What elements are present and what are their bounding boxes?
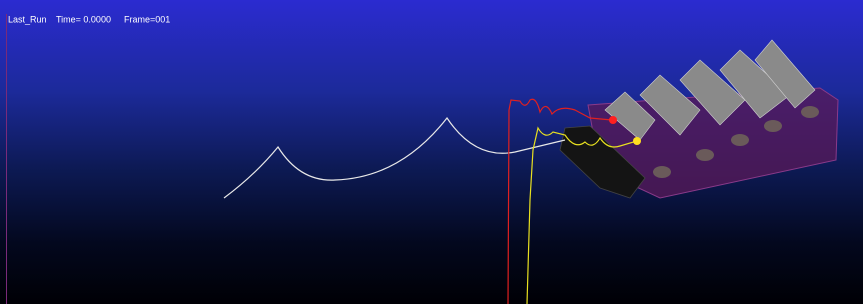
time-readout: Time= 0.0000 xyxy=(56,14,111,24)
run-name: Last_Run xyxy=(8,14,47,24)
red-marker xyxy=(609,116,617,124)
frame-readout: Frame=001 xyxy=(124,14,170,24)
page: Last_Run Time= 0.0000 Frame=001 (() => {… xyxy=(0,0,863,304)
viewport: Last_Run Time= 0.0000 Frame=001 xyxy=(0,0,863,304)
yellow-marker xyxy=(633,137,641,145)
